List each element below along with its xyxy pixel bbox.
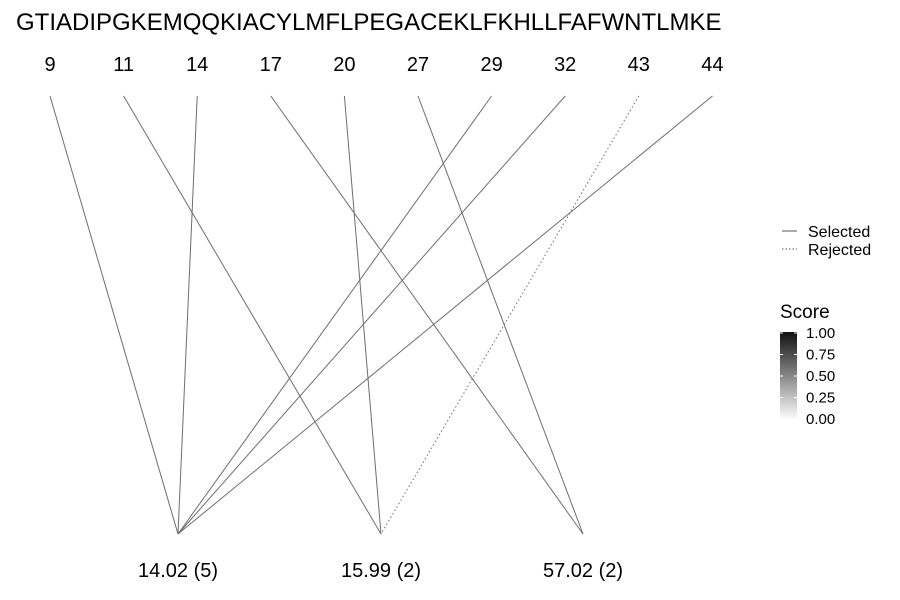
score-legend: Score 1.00 0.75 0.50 0.25 0.00 xyxy=(780,302,835,428)
link-line-43-to-15-99-2 xyxy=(380,95,640,535)
mass-label-15-99-2: 15.99 (2) xyxy=(341,560,421,582)
link-line-17-to-57-02-2 xyxy=(270,95,584,535)
link-line-32-to-14-02-5 xyxy=(177,95,566,535)
legend-label-rejected: Rejected xyxy=(808,242,871,259)
mass-labels: 14.02 (5) 15.99 (2) 57.02 (2) xyxy=(138,560,623,582)
position-label-27: 27 xyxy=(407,54,429,76)
score-colorbar xyxy=(780,332,797,420)
score-tick-0-75: 0.75 xyxy=(806,347,835,364)
link-line-44-to-14-02-5 xyxy=(177,95,713,535)
link-line-11-to-15-99-2 xyxy=(123,95,382,535)
position-label-32: 32 xyxy=(554,54,576,76)
position-label-44: 44 xyxy=(701,54,723,76)
mass-label-57-02-2: 57.02 (2) xyxy=(543,560,623,582)
position-label-20: 20 xyxy=(333,54,355,76)
link-line-20-to-15-99-2 xyxy=(343,95,382,535)
link-line-9-to-14-02-5 xyxy=(49,95,179,535)
score-tick-0-25: 0.25 xyxy=(806,390,835,407)
position-label-29: 29 xyxy=(480,54,502,76)
position-label-9: 9 xyxy=(44,54,55,76)
link-lines xyxy=(49,95,713,535)
position-labels: 9 11 14 17 20 27 29 32 43 44 xyxy=(44,54,723,76)
score-tick-1-00: 1.00 xyxy=(806,325,835,342)
legend-label-selected: Selected xyxy=(808,224,870,241)
score-legend-title: Score xyxy=(780,302,830,323)
score-tick-0-00: 0.00 xyxy=(806,411,835,428)
score-ticks: 1.00 0.75 0.50 0.25 0.00 xyxy=(780,325,835,428)
link-line-14-to-14-02-5 xyxy=(177,95,198,535)
position-label-14: 14 xyxy=(186,54,208,76)
mass-label-14-02-5: 14.02 (5) xyxy=(138,560,218,582)
score-tick-0-50: 0.50 xyxy=(806,368,835,385)
peptide-sequence: GTIADIPGKEMQQKIACYLMFLPEGACEKLFKHLLFAFWN… xyxy=(16,9,721,36)
position-label-43: 43 xyxy=(628,54,650,76)
link-line-29-to-14-02-5 xyxy=(177,95,493,535)
line-type-legend: Selected Rejected xyxy=(782,224,871,259)
link-line-27-to-57-02-2 xyxy=(417,95,584,535)
position-label-11: 11 xyxy=(113,54,134,76)
position-label-17: 17 xyxy=(260,54,282,76)
